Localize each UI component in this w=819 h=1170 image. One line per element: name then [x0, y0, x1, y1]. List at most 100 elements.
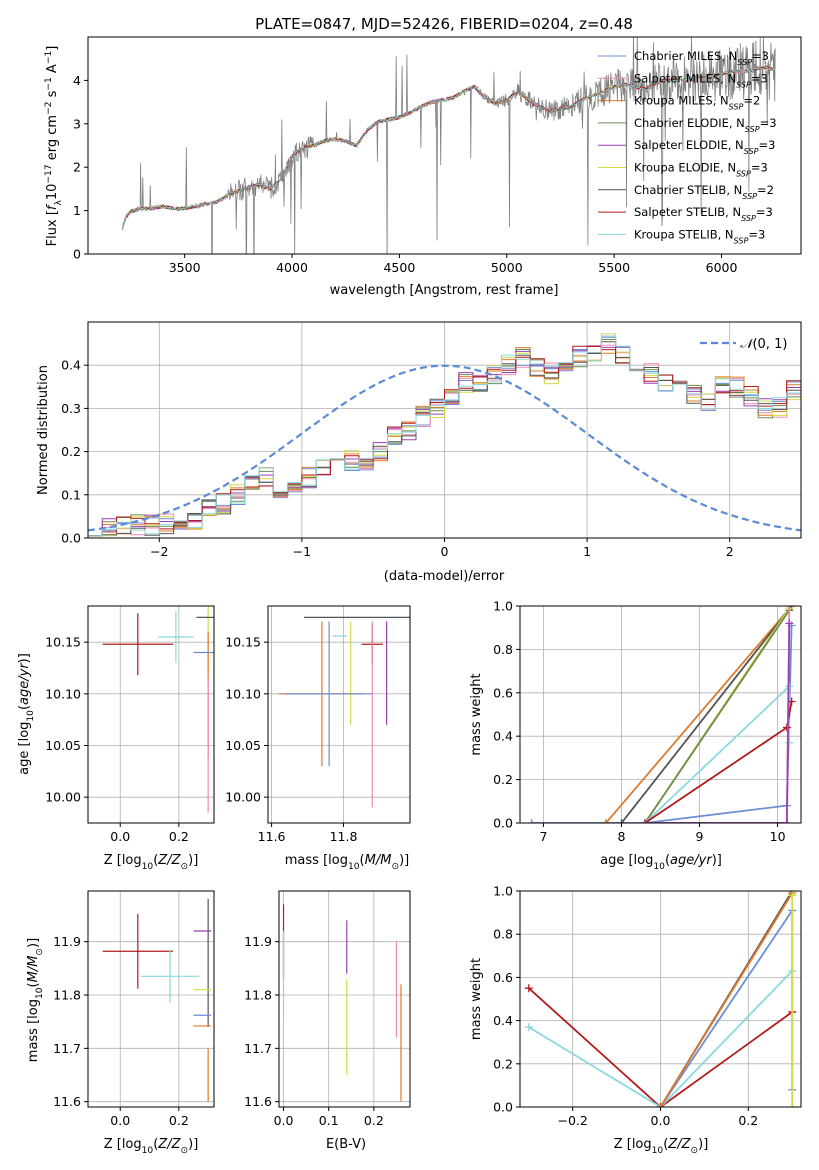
- y-tick-label: 11.7: [244, 1041, 272, 1056]
- mass-vs-metallicity-panel: 0.0 0.2 11.6 11.7 11.8 11.9 Z [log10(Z/Z⊙)] mas…: [26, 890, 215, 1156]
- y-tick-label: 0.8: [493, 927, 513, 942]
- axes-frame: [519, 890, 802, 1108]
- massweight-marker: [782, 819, 791, 823]
- x-tick-label: 4500: [383, 260, 415, 275]
- massweight-series-line: [528, 987, 793, 1107]
- x-axis-label: age [log10(age/yr)]: [600, 853, 722, 872]
- age-vs-metallicity-panel: 0.0 0.2 10.00 10.05 10.10 10.15 Z [log10(Z/Z⊙)…: [17, 605, 215, 872]
- x-tick-label: 0.2: [169, 829, 189, 844]
- y-tick-label: 11.6: [53, 1094, 81, 1109]
- normal-distribution-curve: [88, 364, 801, 532]
- massweight-series-line: [644, 609, 791, 823]
- residual-histogram-step: [88, 335, 801, 537]
- massweight-series-line: [620, 606, 793, 823]
- mass-vs-ebv-panel: 0.0 0.1 0.2 11.6 11.7 11.8 11.9 E(B-V): [244, 890, 411, 1152]
- axes-frame: [87, 321, 802, 539]
- massweight-marker: [782, 723, 791, 732]
- legend-label: Kroupa STELIB, NSSP=3: [634, 227, 765, 245]
- y-tick-label: 10.10: [225, 686, 261, 701]
- massweight-vs-age-panel: 7 8 9 10 0.0 0.2 0.4 0.6 0.8 1.0 mass weight age [l…: [469, 599, 802, 872]
- x-tick-label: −0.2: [558, 1113, 588, 1128]
- legend-label: Kroupa ELODIE, NSSP=3: [634, 161, 768, 179]
- y-tick-label: 10.05: [45, 738, 81, 753]
- massweight-marker: [785, 606, 794, 610]
- y-tick-label: 0.4: [61, 358, 81, 373]
- legend-label: Salpeter STELIB, NSSP=3: [634, 205, 773, 223]
- massweight-marker: [788, 891, 797, 900]
- spectrum-panel: PLATE=0847, MJD=52426, FIBERID=0204, z=0…: [44, 15, 802, 298]
- massweight-marker: [788, 1103, 797, 1107]
- errorbar-plot-area: [278, 616, 410, 808]
- x-tick-label: 5500: [598, 260, 630, 275]
- y-axis-label: mass [log10(M/M⊙)]: [26, 938, 45, 1062]
- residual-histogram-step: [88, 341, 801, 537]
- y-tick-label: 11.9: [244, 934, 272, 949]
- massweight-marker: [524, 1023, 533, 1032]
- y-tick-label: 10.05: [225, 738, 261, 753]
- y-tick-label: 0: [73, 247, 81, 262]
- y-tick-label: 0.2: [61, 444, 81, 459]
- y-tick-label: 0.2: [493, 1056, 513, 1071]
- axes-frame: [87, 36, 802, 255]
- residual-histogram-step: [88, 345, 801, 537]
- x-tick-label: 4000: [276, 260, 308, 275]
- massweight-marker: [527, 819, 536, 823]
- y-tick-label: 10.00: [225, 790, 261, 805]
- legend-label: Salpeter MILES, NSSP=3: [634, 71, 768, 89]
- residual-histogram-step: [88, 333, 801, 537]
- x-axis-label: mass [log10(M/M⊙)]: [285, 853, 409, 872]
- y-tick-label: 11.9: [53, 934, 81, 949]
- y-tick-label: 11.6: [244, 1094, 272, 1109]
- legend-label: Chabrier ELODIE, NSSP=3: [634, 116, 777, 133]
- x-tick-label: 0.0: [110, 829, 130, 844]
- y-tick-label: 11.7: [53, 1041, 81, 1056]
- x-tick-label: 0.0: [651, 1113, 671, 1128]
- y-axis-label: mass weight: [469, 673, 484, 755]
- x-axis-label: Z [log10(Z/Z⊙)]: [614, 1137, 709, 1156]
- y-tick-label: 10.15: [225, 635, 261, 650]
- massweight-series-line: [644, 623, 791, 823]
- axes-frame: [519, 605, 802, 824]
- x-tick-label: 0.2: [169, 1113, 189, 1128]
- massweight-series-line: [659, 907, 794, 1107]
- x-tick-label: 0.1: [319, 1113, 339, 1128]
- y-tick-label: 1.0: [493, 884, 513, 899]
- x-tick-label: 3500: [169, 260, 201, 275]
- x-tick-label: 0.0: [110, 1113, 130, 1128]
- x-axis-label: Z [log10(Z/Z⊙)]: [104, 1137, 199, 1156]
- residual-histogram-step: [88, 339, 801, 537]
- y-tick-label: 10.00: [45, 790, 81, 805]
- x-tick-label: 5000: [491, 260, 523, 275]
- x-tick-label: 6000: [706, 260, 738, 275]
- massweight-marker: [785, 738, 794, 747]
- x-tick-label: −1: [293, 544, 311, 559]
- x-axis-label: (data-model)/error: [384, 569, 505, 584]
- massweight-marker: [785, 619, 794, 628]
- x-tick-label: 2: [726, 544, 734, 559]
- x-tick-label: 11.8: [330, 829, 358, 844]
- y-axis-label: mass weight: [469, 958, 484, 1040]
- y-tick-label: 3: [73, 116, 81, 131]
- y-tick-label: 0.0: [493, 816, 513, 831]
- x-tick-label: 0.0: [274, 1113, 294, 1128]
- y-tick-label: 0.6: [493, 685, 513, 700]
- y-axis-label: age [log10(age/yr)]: [17, 653, 36, 775]
- x-axis-label: E(B-V): [326, 1137, 366, 1152]
- y-tick-label: 10.15: [45, 635, 81, 650]
- errorbar-plot-area: [282, 904, 402, 1102]
- y-tick-label: 10.10: [45, 686, 81, 701]
- y-tick-label: 0.2: [493, 772, 513, 787]
- massweight-series-line: [659, 892, 793, 1107]
- legend-label: Salpeter ELODIE, NSSP=3: [634, 138, 775, 156]
- y-tick-label: 2: [73, 160, 81, 175]
- residuals-panel: −2 −1 0 1 2 0.0 0.1 0.2 0.3 0.4 𝒩(0, 1) (data-model…: [36, 321, 802, 584]
- y-tick-label: 0.0: [61, 531, 81, 546]
- massweight-vs-metallicity-panel: −0.2 0.0 0.2 0.0 0.2 0.4 0.6 0.8 1.0 mass weight Z…: [469, 884, 802, 1156]
- y-tick-label: 0.1: [61, 487, 81, 502]
- massweight-series-line: [605, 606, 793, 823]
- y-tick-label: 11.8: [53, 988, 81, 1003]
- residual-histogram-step: [88, 347, 801, 537]
- massweight-marker: [640, 819, 649, 823]
- y-tick-label: 0.0: [493, 1100, 513, 1115]
